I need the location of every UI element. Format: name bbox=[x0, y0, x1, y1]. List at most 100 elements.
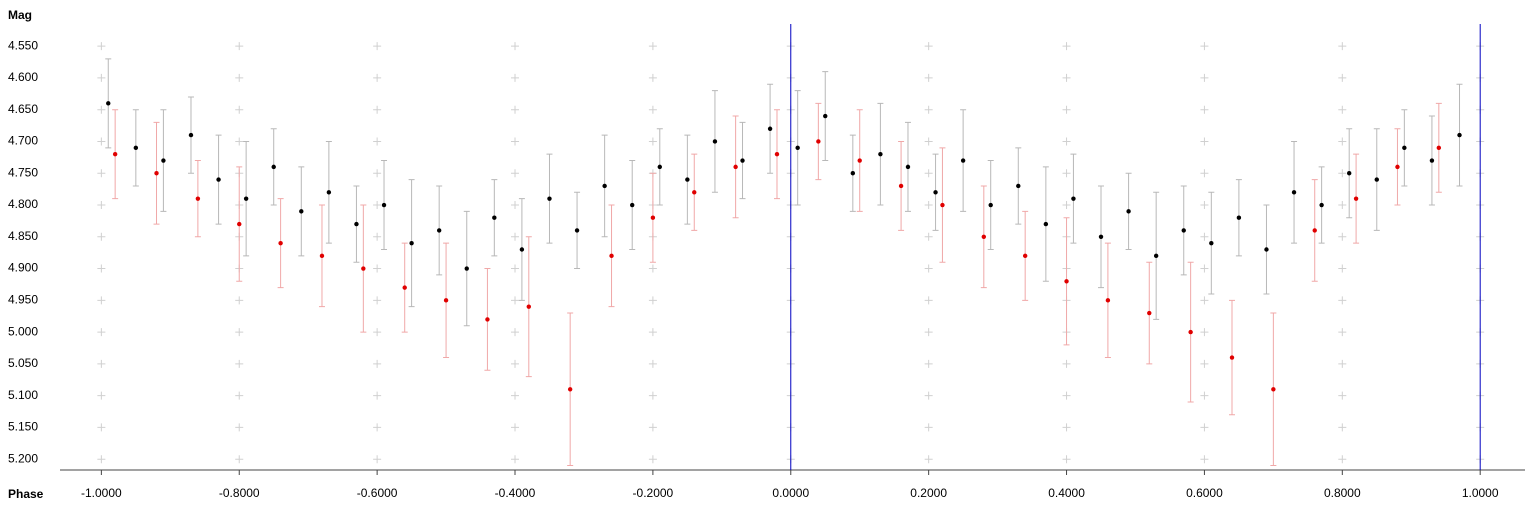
data-point bbox=[657, 164, 662, 170]
grid-cross bbox=[648, 423, 657, 432]
grid-cross bbox=[97, 137, 106, 146]
grid-cross bbox=[1200, 359, 1209, 368]
data-point bbox=[271, 164, 276, 170]
grid-cross bbox=[97, 232, 106, 241]
data-point bbox=[878, 151, 883, 157]
grid-cross bbox=[1338, 359, 1347, 368]
data-point bbox=[485, 317, 490, 322]
grid-cross bbox=[1062, 169, 1071, 178]
grid-cross bbox=[924, 264, 933, 273]
grid-cross bbox=[1062, 105, 1071, 114]
data-point bbox=[526, 304, 531, 309]
x-tick-label: 1.0000 bbox=[1462, 486, 1499, 500]
grid-cross bbox=[511, 42, 520, 51]
grid-cross bbox=[97, 391, 106, 400]
grid-cross bbox=[648, 105, 657, 114]
grid-cross bbox=[511, 73, 520, 82]
grid-cross bbox=[1200, 423, 1209, 432]
x-tick-label: 0.6000 bbox=[1186, 486, 1223, 500]
grid-cross bbox=[1200, 455, 1209, 464]
data-point bbox=[326, 190, 332, 195]
grid-cross bbox=[511, 137, 520, 146]
data-point bbox=[898, 183, 904, 189]
grid-cross bbox=[97, 105, 106, 114]
y-tick-label: 4.600 bbox=[8, 70, 38, 84]
y-tick-label: 4.800 bbox=[8, 197, 38, 211]
grid-cross bbox=[373, 105, 382, 114]
grid-cross bbox=[373, 169, 382, 178]
grid-cross bbox=[924, 391, 933, 400]
data-point bbox=[243, 196, 249, 201]
grid-cross bbox=[373, 201, 382, 210]
grid-cross bbox=[924, 201, 933, 210]
grid-cross bbox=[1338, 328, 1347, 337]
grid-cross bbox=[511, 328, 520, 337]
grid-cross bbox=[924, 328, 933, 337]
data-point bbox=[402, 285, 407, 290]
data-point bbox=[816, 139, 821, 144]
grid-cross bbox=[235, 391, 244, 400]
grid-cross bbox=[1338, 423, 1347, 432]
y-tick-label: 4.750 bbox=[8, 165, 38, 179]
grid-cross bbox=[1062, 42, 1071, 51]
data-point bbox=[988, 202, 993, 208]
grid-cross bbox=[924, 359, 933, 368]
grid-cross bbox=[511, 455, 520, 464]
data-point bbox=[1016, 183, 1021, 189]
data-point bbox=[1105, 298, 1111, 303]
data-point bbox=[161, 158, 166, 163]
x-tick-label: -0.4000 bbox=[495, 486, 536, 500]
grid-cross bbox=[1338, 391, 1347, 400]
data-point bbox=[1312, 228, 1317, 233]
grid-cross bbox=[1338, 201, 1347, 210]
data-point bbox=[443, 298, 449, 303]
data-point bbox=[767, 126, 773, 131]
x-tick-label: -1.0000 bbox=[81, 486, 122, 500]
grid-cross bbox=[924, 296, 933, 305]
grid-cross bbox=[648, 328, 657, 337]
grid-cross bbox=[235, 42, 244, 51]
data-point bbox=[237, 221, 242, 227]
y-axis-label: Mag bbox=[8, 8, 32, 22]
grid-cross bbox=[235, 359, 244, 368]
data-point bbox=[1229, 355, 1235, 360]
grid-cross bbox=[924, 423, 933, 432]
grid-cross bbox=[1200, 264, 1209, 273]
data-point bbox=[1457, 132, 1462, 138]
data-point bbox=[1347, 171, 1352, 176]
data-point bbox=[154, 171, 159, 176]
y-tick-label: 4.900 bbox=[8, 261, 38, 275]
data-point bbox=[492, 215, 497, 220]
data-point bbox=[774, 151, 780, 157]
data-point bbox=[1236, 215, 1242, 220]
grid-cross bbox=[924, 42, 933, 51]
data-point bbox=[1395, 164, 1400, 170]
grid-cross bbox=[924, 73, 933, 82]
data-point bbox=[1181, 228, 1186, 233]
grid-cross bbox=[373, 137, 382, 146]
data-point bbox=[933, 190, 938, 195]
grid-cross bbox=[1200, 73, 1209, 82]
grid-cross bbox=[1200, 137, 1209, 146]
y-tick-label: 4.950 bbox=[8, 293, 38, 307]
y-tick-label: 5.150 bbox=[8, 420, 38, 434]
grid-cross bbox=[1200, 42, 1209, 51]
grid-cross bbox=[373, 359, 382, 368]
grid-cross bbox=[373, 73, 382, 82]
grid-cross bbox=[924, 455, 933, 464]
grid-cross bbox=[373, 423, 382, 432]
grid-cross bbox=[511, 201, 520, 210]
grid-cross bbox=[97, 359, 106, 368]
y-tick-label: 5.050 bbox=[8, 356, 38, 370]
data-point bbox=[574, 228, 580, 233]
data-point bbox=[795, 145, 800, 151]
data-point bbox=[1402, 145, 1407, 151]
data-point bbox=[1319, 202, 1324, 208]
data-point bbox=[1429, 158, 1435, 163]
grid-cross bbox=[511, 296, 520, 305]
data-point bbox=[1209, 240, 1214, 246]
data-point bbox=[133, 145, 139, 151]
x-tick-label: 0.8000 bbox=[1324, 486, 1361, 500]
